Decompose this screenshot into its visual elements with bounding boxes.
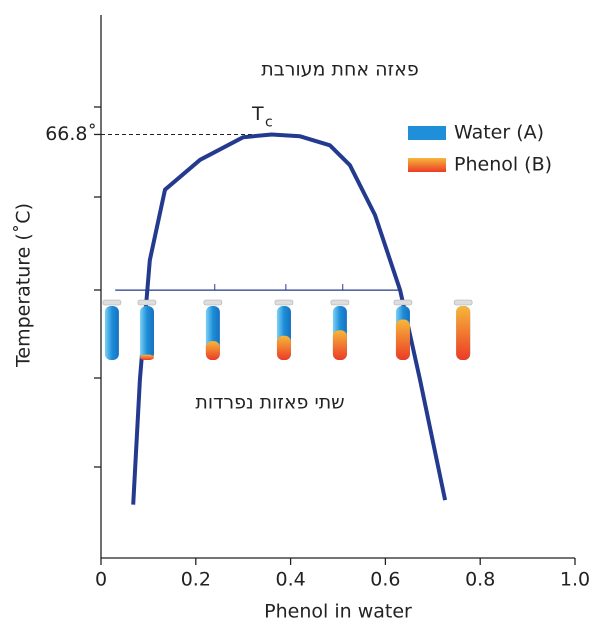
legend-swatch: [408, 126, 446, 140]
tube-phenol: [139, 354, 154, 360]
legend-label: Phenol (B): [454, 154, 552, 176]
y-minor-ticks: [94, 106, 101, 468]
tube-water: [139, 306, 154, 360]
tube-rim: [453, 299, 473, 306]
test-tube: [274, 299, 294, 360]
tube-phenol: [456, 306, 471, 360]
x-tick-label: 1.0: [560, 569, 590, 591]
tube-rim: [393, 299, 413, 306]
test-tube: [203, 299, 223, 360]
test-tube: [453, 299, 473, 360]
annotation: שתי פאזות נפרדות: [195, 392, 344, 414]
x-tick-label: 0.8: [465, 569, 495, 591]
tube-rim: [203, 299, 223, 306]
y-tick-label: 66.8˚: [45, 123, 97, 145]
tube-phenol: [276, 335, 291, 360]
phase-curve: [131, 132, 448, 505]
tube-rim: [137, 299, 157, 306]
tube-phenol: [332, 330, 347, 360]
test-tube: [330, 299, 350, 360]
tube-rim: [274, 299, 294, 306]
test-tube: [393, 299, 413, 360]
x-tick-label: 0.6: [370, 569, 400, 591]
y-axis-label: Temperature (˚C): [13, 203, 35, 368]
tube-phenol: [205, 341, 220, 360]
tube-phenol: [395, 319, 410, 360]
test-tube: [137, 299, 157, 360]
tube-rim: [330, 299, 350, 306]
tube-water: [104, 306, 119, 360]
annotation: פאזה אחת מעורבת: [261, 59, 418, 81]
critical-label: T: [251, 103, 264, 125]
test-tube: [102, 299, 122, 360]
tube-rim: [102, 299, 122, 306]
legend-swatch: [408, 158, 446, 172]
x-tick-label: 0.4: [275, 569, 305, 591]
legend-label: Water (A): [454, 122, 544, 144]
x-tick-label: 0.2: [181, 569, 211, 591]
x-axis-label: Phenol in water: [264, 601, 412, 623]
x-tick-label: 0: [95, 569, 107, 591]
critical-label-sub: c: [265, 114, 273, 130]
